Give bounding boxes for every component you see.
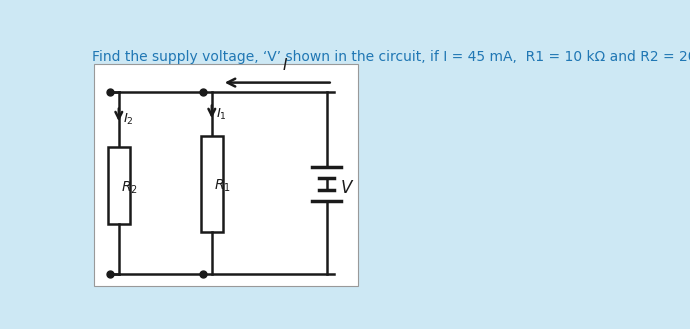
Text: $I_2$: $I_2$ [124,112,135,127]
Text: $R_2$: $R_2$ [121,179,138,195]
Bar [108,147,130,224]
Text: $V$: $V$ [340,179,355,197]
Text: Find the supply voltage, ‘V’ shown in the circuit, if I = 45 mA,  R1 = 10 kΩ and: Find the supply voltage, ‘V’ shown in th… [92,50,690,64]
Text: $I$: $I$ [282,57,288,73]
Bar [201,136,223,232]
Bar [94,64,357,286]
Text: $I_1$: $I_1$ [217,107,228,122]
Text: $R_1$: $R_1$ [214,177,231,193]
